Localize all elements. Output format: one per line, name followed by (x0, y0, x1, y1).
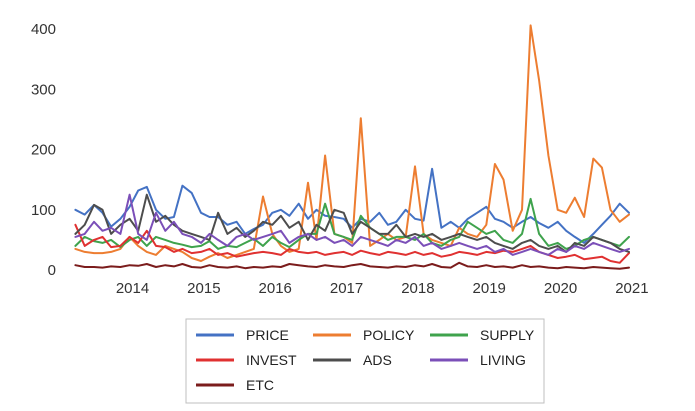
y-tick-label: 400 (31, 21, 56, 38)
legend-label-invest: INVEST (246, 352, 297, 368)
series-line-policy (74, 24, 630, 262)
legend: PRICE POLICY SUPPLY INVEST ADS LIVING ETC (185, 318, 545, 404)
plot-area (74, 24, 630, 270)
legend-label-price: PRICE (246, 327, 289, 343)
y-tick-label: 0 (48, 262, 56, 279)
x-tick-label: 2021 (615, 280, 648, 297)
legend-label-etc: ETC (246, 377, 274, 393)
series-line-etc (74, 261, 630, 270)
y-axis: 0 100 200 300 400 (31, 21, 56, 279)
legend-label-ads: ADS (363, 352, 392, 368)
y-tick-label: 300 (31, 81, 56, 98)
legend-box (185, 318, 545, 404)
legend-label-living: LIVING (480, 352, 526, 368)
series-line-living (74, 193, 630, 256)
x-tick-label: 2019 (473, 280, 506, 297)
x-axis: 2014 2015 2016 2017 2018 2019 2020 2021 (116, 280, 649, 297)
series-line-supply (74, 197, 630, 250)
x-tick-label: 2014 (116, 280, 149, 297)
series-line-ads (74, 193, 630, 253)
legend-label-supply: SUPPLY (480, 327, 535, 343)
legend-label-policy: POLICY (363, 327, 415, 343)
x-tick-label: 2015 (187, 280, 220, 297)
x-tick-label: 2018 (401, 280, 434, 297)
x-tick-label: 2020 (544, 280, 577, 297)
x-tick-label: 2017 (330, 280, 363, 297)
x-tick-label: 2016 (259, 280, 292, 297)
y-tick-label: 200 (31, 142, 56, 159)
y-tick-label: 100 (31, 202, 56, 219)
